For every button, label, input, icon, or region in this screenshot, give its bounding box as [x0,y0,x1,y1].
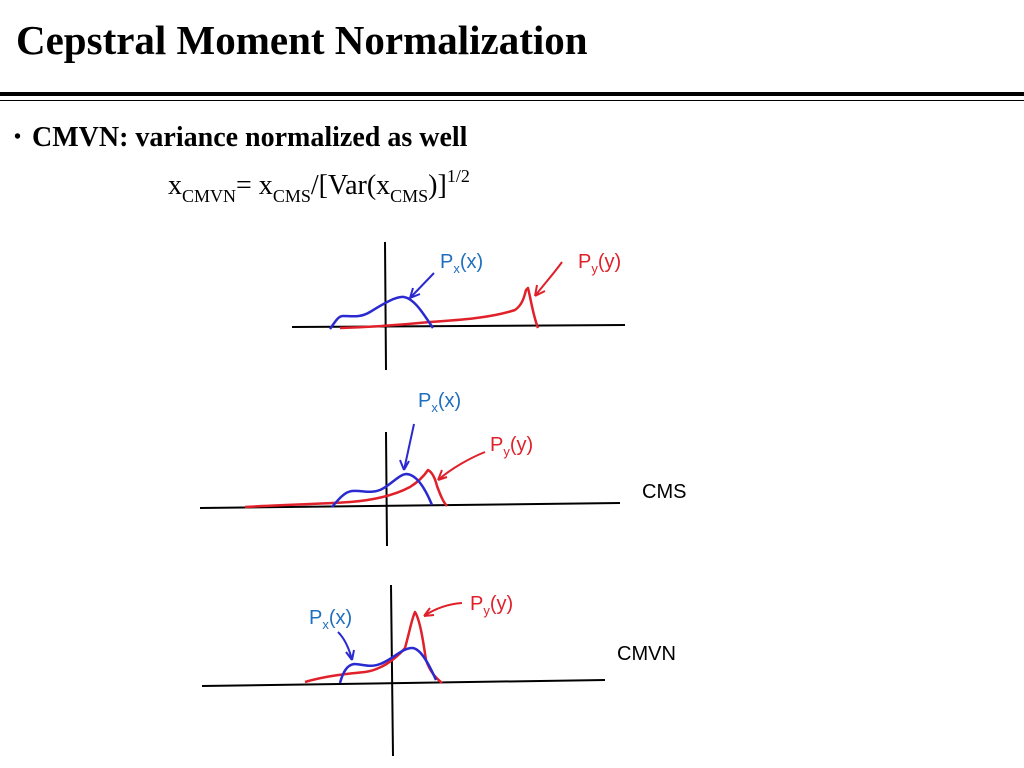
panel-3-x-axis [201,679,606,687]
panel-2-y-axis [385,431,388,547]
cmvn-formula: xCMVN= xCMS/[Var(xCMS)]1/2 [168,166,470,206]
panel-2-py-arrow [437,451,486,481]
panel-3-py-arrow [423,602,463,617]
title-rule-thin [0,100,1024,101]
panel-2-x-axis [199,502,621,509]
panel-3-y-axis [390,584,394,757]
bullet-text: CMVN: variance normalized as well [32,122,468,153]
bullet-cmvn: • CMVN: variance normalized as well [14,122,467,154]
panel-2-py-label: Py(y) [490,434,533,459]
panel-3-px-arrow [337,631,355,661]
panel-1-py-arrow [534,261,563,297]
formula-sub-cms: CMS [272,186,311,206]
panel-1-y-axis [384,241,387,371]
formula-sub-cms-2: CMS [390,186,429,206]
panel-2-px-label: Px(x) [418,390,461,415]
panel-1-px-arrow [409,272,435,299]
formula-eq: = x [236,170,273,201]
title-rule-thick [0,92,1024,96]
panel-1-py-label: Py(y) [578,251,621,276]
panel-3-px-label: Px(x) [309,607,352,632]
formula-exponent: 1/2 [446,166,470,186]
bullet-dot-icon: • [14,126,22,148]
panel-2-py-curve [244,468,448,509]
panel-2-px-curve [331,472,434,508]
panel-2-side-label: CMS [642,481,686,503]
formula-x: x [168,170,182,201]
formula-var: /[Var(x [310,170,391,201]
panel-1-px-curve [328,295,435,330]
formula-close: )] [428,170,447,201]
panel-original: Px(x) Py(y) [291,241,626,371]
panel-3-side-label: CMVN [617,643,676,665]
panel-cmvn: Px(x) Py(y) CMVN [201,584,676,757]
formula-sub-cmvn: CMVN [182,186,237,206]
panel-1-px-label: Px(x) [440,251,483,276]
panel-3-py-label: Py(y) [470,593,513,618]
panel-cms: Px(x) Py(y) CMS [199,390,686,547]
panel-2-px-arrow [399,423,415,471]
panel-3-px-curve [338,646,438,684]
panel-1-py-curve [339,286,540,330]
slide-title: Cepstral Moment Normalization [16,17,588,63]
